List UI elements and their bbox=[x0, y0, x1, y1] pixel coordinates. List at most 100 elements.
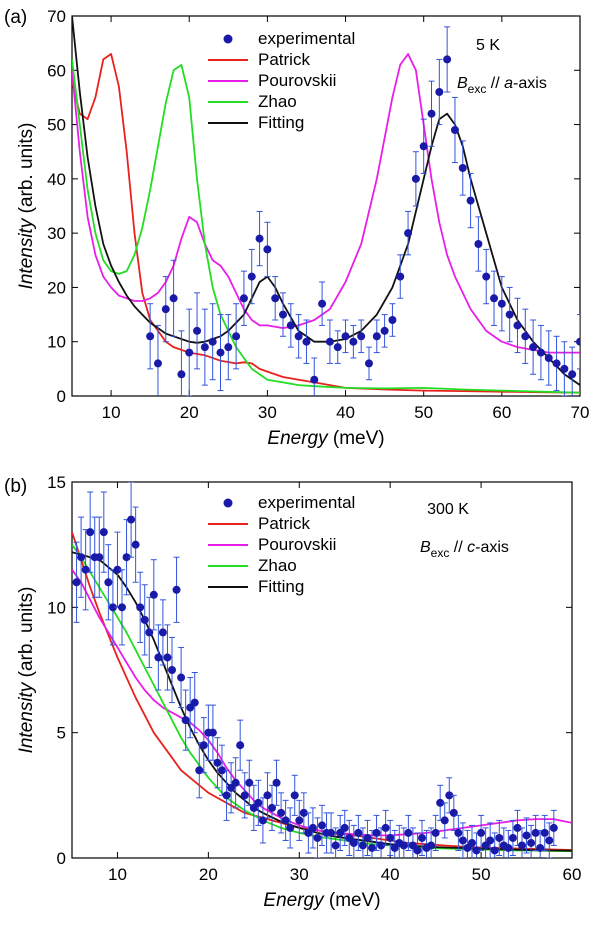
data-point bbox=[560, 364, 569, 373]
data-point bbox=[544, 354, 553, 362]
y-axis-label-italic: Intensity bbox=[16, 217, 37, 289]
x-tick-label: 60 bbox=[492, 403, 511, 422]
field-direction: // bbox=[449, 539, 467, 556]
data-point bbox=[290, 791, 299, 800]
data-point bbox=[490, 846, 499, 855]
data-point bbox=[77, 553, 86, 562]
y-tick-label: 40 bbox=[47, 170, 66, 189]
data-point bbox=[411, 174, 420, 183]
plot-frame bbox=[71, 15, 581, 397]
data-point bbox=[200, 343, 209, 352]
data-point bbox=[340, 823, 349, 832]
data-point bbox=[140, 615, 149, 624]
data-point bbox=[363, 833, 372, 842]
x-axis-label-unit: (meV) bbox=[324, 890, 381, 911]
data-point bbox=[381, 823, 390, 832]
data-point bbox=[118, 603, 126, 612]
legend: experimental Patrick Pourovskii Zhao Fitting bbox=[208, 493, 355, 596]
y-axis-label: Intensity (arb. units) bbox=[16, 123, 37, 290]
data-point bbox=[218, 766, 226, 775]
data-point bbox=[239, 294, 248, 303]
data-point bbox=[222, 791, 231, 800]
legend-label: experimental bbox=[258, 29, 355, 48]
series-line-zhao bbox=[72, 59, 580, 394]
data-point bbox=[531, 828, 540, 837]
field-axis-suffix: -axis bbox=[475, 539, 509, 556]
data-point bbox=[247, 272, 256, 281]
series-line-fitting bbox=[72, 16, 580, 386]
x-axis-label-italic: Energy bbox=[263, 890, 325, 911]
data-point bbox=[104, 578, 113, 587]
data-point bbox=[518, 841, 526, 850]
data-point bbox=[536, 348, 545, 357]
x-axis-label: Energy (meV) bbox=[267, 428, 384, 449]
data-point bbox=[193, 326, 202, 335]
data-point bbox=[504, 843, 513, 852]
x-axis-label-unit: (meV) bbox=[328, 428, 385, 449]
y-tick-label: 0 bbox=[57, 849, 66, 868]
data-point bbox=[549, 823, 558, 832]
y-tick-label: 30 bbox=[47, 224, 66, 243]
data-point bbox=[413, 846, 422, 855]
data-point bbox=[431, 828, 440, 837]
data-point bbox=[505, 310, 514, 319]
plot-area bbox=[72, 16, 580, 396]
data-point bbox=[482, 272, 491, 281]
data-point bbox=[302, 337, 311, 346]
data-point bbox=[254, 798, 263, 807]
legend-label: Zhao bbox=[258, 92, 297, 111]
data-point bbox=[474, 240, 483, 248]
data-point bbox=[245, 778, 254, 787]
data-point bbox=[272, 778, 281, 787]
x-tick-label: 50 bbox=[414, 403, 433, 422]
data-point bbox=[153, 359, 162, 368]
data-point bbox=[158, 628, 167, 637]
field-axis: a bbox=[504, 75, 513, 92]
data-point bbox=[443, 55, 452, 64]
panel-label: (b) bbox=[4, 476, 27, 497]
data-point bbox=[449, 808, 458, 817]
data-point bbox=[466, 196, 475, 205]
data-point bbox=[208, 337, 217, 346]
data-point bbox=[113, 565, 122, 574]
field-axis-suffix: -axis bbox=[513, 75, 547, 92]
field-subscript: exc bbox=[468, 82, 487, 96]
data-point bbox=[224, 343, 233, 352]
field-symbol: B bbox=[457, 75, 468, 92]
data-point bbox=[490, 294, 499, 303]
series-line-pourovskii bbox=[72, 569, 572, 837]
data-point bbox=[545, 836, 554, 845]
data-point bbox=[399, 841, 408, 850]
data-point bbox=[149, 590, 158, 599]
data-point bbox=[231, 778, 240, 787]
data-point bbox=[458, 164, 467, 172]
data-point bbox=[341, 332, 350, 341]
data-point bbox=[154, 653, 163, 662]
data-point bbox=[396, 272, 405, 281]
data-point bbox=[168, 666, 176, 674]
chart-panel-b: 10 20 30 40 50 60 0 5 10 15 Energy (meV) Intensity … bbox=[4, 473, 581, 911]
data-point bbox=[521, 332, 530, 341]
data-point bbox=[279, 310, 288, 319]
data-point bbox=[308, 823, 317, 832]
data-point bbox=[277, 808, 286, 817]
data-point bbox=[418, 833, 426, 842]
data-point bbox=[177, 370, 186, 379]
data-point bbox=[372, 332, 381, 341]
data-point bbox=[435, 88, 444, 96]
data-point bbox=[495, 833, 504, 842]
data-point bbox=[372, 828, 381, 837]
y-tick-label: 10 bbox=[47, 333, 66, 352]
field-direction: // bbox=[486, 75, 504, 92]
data-point bbox=[477, 828, 486, 837]
data-point bbox=[508, 833, 517, 842]
data-point bbox=[310, 375, 319, 384]
data-point bbox=[497, 299, 506, 308]
legend-label: Patrick bbox=[258, 514, 310, 533]
data-point bbox=[318, 299, 327, 308]
x-tick-label: 40 bbox=[336, 403, 355, 422]
y-tick-label: 70 bbox=[47, 7, 66, 26]
field-axis: c bbox=[467, 539, 475, 556]
data-point bbox=[213, 758, 222, 767]
